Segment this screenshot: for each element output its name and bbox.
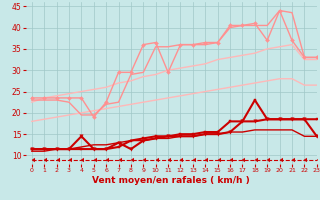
X-axis label: Vent moyen/en rafales ( km/h ): Vent moyen/en rafales ( km/h ): [92, 176, 250, 185]
